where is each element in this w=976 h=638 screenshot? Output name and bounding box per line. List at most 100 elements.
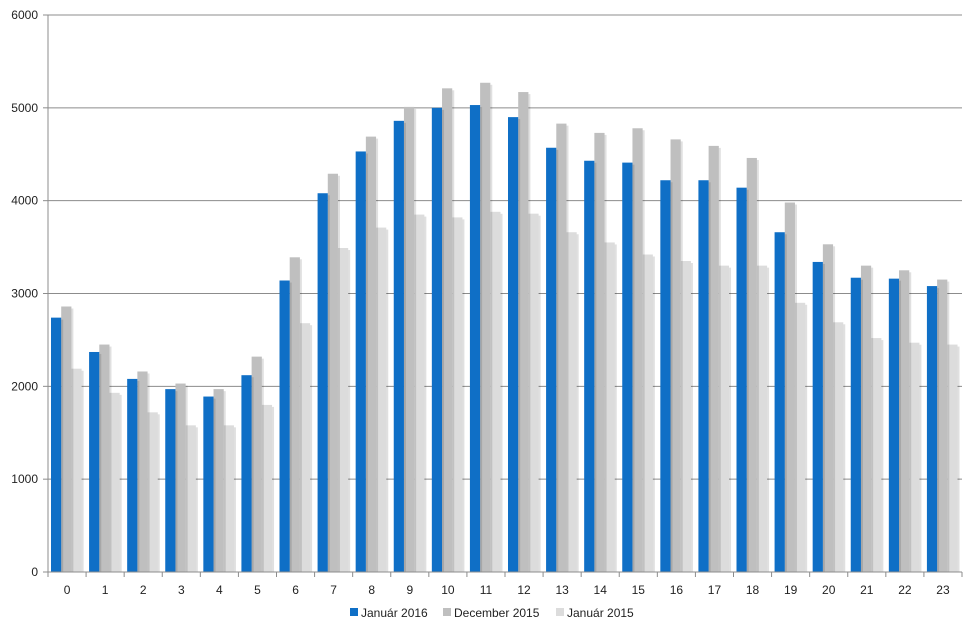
bar xyxy=(888,278,900,572)
bar xyxy=(289,257,300,572)
bar xyxy=(642,254,653,572)
bar xyxy=(89,351,100,572)
x-tick-label: 16 xyxy=(670,583,684,597)
bar xyxy=(337,248,349,573)
bar xyxy=(147,412,158,572)
bar xyxy=(947,344,958,572)
bar xyxy=(71,368,82,572)
x-tick-label: 0 xyxy=(64,583,71,597)
x-tick-label: 22 xyxy=(898,583,912,597)
bar xyxy=(594,132,605,573)
bar xyxy=(937,279,948,572)
x-tick-label: 15 xyxy=(632,583,646,597)
bar xyxy=(490,211,501,572)
x-tick-label: 11 xyxy=(480,583,493,597)
y-tick-label: 0 xyxy=(31,565,38,579)
bar xyxy=(127,378,138,572)
bar xyxy=(355,151,366,572)
bar xyxy=(165,389,176,572)
bar xyxy=(746,157,757,573)
legend-swatch xyxy=(350,608,358,616)
bar xyxy=(784,202,795,573)
bar xyxy=(261,404,273,572)
y-tick-label: 4000 xyxy=(11,194,38,208)
bar xyxy=(299,323,311,572)
bar xyxy=(670,139,681,572)
y-tick-label: 6000 xyxy=(11,8,38,22)
bar xyxy=(327,173,338,572)
bars xyxy=(51,82,960,573)
bar xyxy=(909,342,920,572)
legend-swatch xyxy=(443,608,451,616)
bar xyxy=(528,213,539,572)
x-tick-label: 13 xyxy=(555,583,569,597)
bar xyxy=(622,162,633,573)
y-tick-label: 1000 xyxy=(11,472,38,486)
y-tick-label: 2000 xyxy=(11,379,38,393)
bar xyxy=(794,302,806,572)
bar xyxy=(698,180,709,572)
legend-label: Január 2015 xyxy=(567,606,634,620)
bar xyxy=(403,106,415,572)
bar xyxy=(241,375,252,572)
bar xyxy=(546,147,557,573)
bar xyxy=(109,392,120,572)
x-tick-label: 8 xyxy=(368,583,375,597)
bar xyxy=(756,265,768,572)
bar xyxy=(556,123,567,573)
bar xyxy=(376,227,387,573)
bar xyxy=(718,265,730,572)
bar xyxy=(203,396,214,572)
bar xyxy=(414,214,425,572)
x-tick-label: 1 xyxy=(102,583,109,597)
x-tick-label: 21 xyxy=(860,583,874,597)
x-tick-label: 4 xyxy=(216,583,223,597)
x-tick-label: 20 xyxy=(822,583,836,597)
x-tick-label: 19 xyxy=(784,583,798,597)
bar xyxy=(251,356,262,572)
bar xyxy=(774,232,785,573)
x-tick-label: 7 xyxy=(330,583,337,597)
bar xyxy=(871,338,882,572)
bar xyxy=(279,280,290,572)
bar xyxy=(452,217,463,573)
bar xyxy=(442,88,453,573)
bar xyxy=(584,160,595,572)
bar xyxy=(317,193,328,573)
bar xyxy=(632,128,643,573)
bar xyxy=(604,242,615,573)
bar xyxy=(850,277,861,572)
x-tick-label: 6 xyxy=(292,583,299,597)
x-tick-label: 17 xyxy=(708,583,722,597)
bar xyxy=(660,180,671,572)
bar xyxy=(708,145,719,572)
bar xyxy=(99,344,110,572)
bar xyxy=(736,187,747,573)
x-tick-label: 9 xyxy=(406,583,413,597)
legend-swatch xyxy=(556,608,564,616)
bar xyxy=(566,232,577,573)
bar xyxy=(469,105,481,572)
bar xyxy=(175,383,186,572)
gridlines xyxy=(48,14,962,480)
bar xyxy=(899,270,910,572)
x-tick-label: 5 xyxy=(254,583,261,597)
bar xyxy=(680,261,691,572)
legend: Január 2016 December 2015 Január 2015 xyxy=(350,606,634,620)
bar xyxy=(833,322,844,572)
bar xyxy=(431,107,443,572)
bar xyxy=(480,82,491,572)
bar xyxy=(213,389,224,572)
bar xyxy=(812,261,823,572)
bar xyxy=(61,306,72,572)
bar xyxy=(137,371,148,572)
bar xyxy=(508,117,519,572)
bar xyxy=(365,136,377,572)
bar xyxy=(926,286,938,572)
bar xyxy=(518,92,529,572)
bar xyxy=(393,120,404,572)
y-tick-label: 3000 xyxy=(11,287,38,301)
